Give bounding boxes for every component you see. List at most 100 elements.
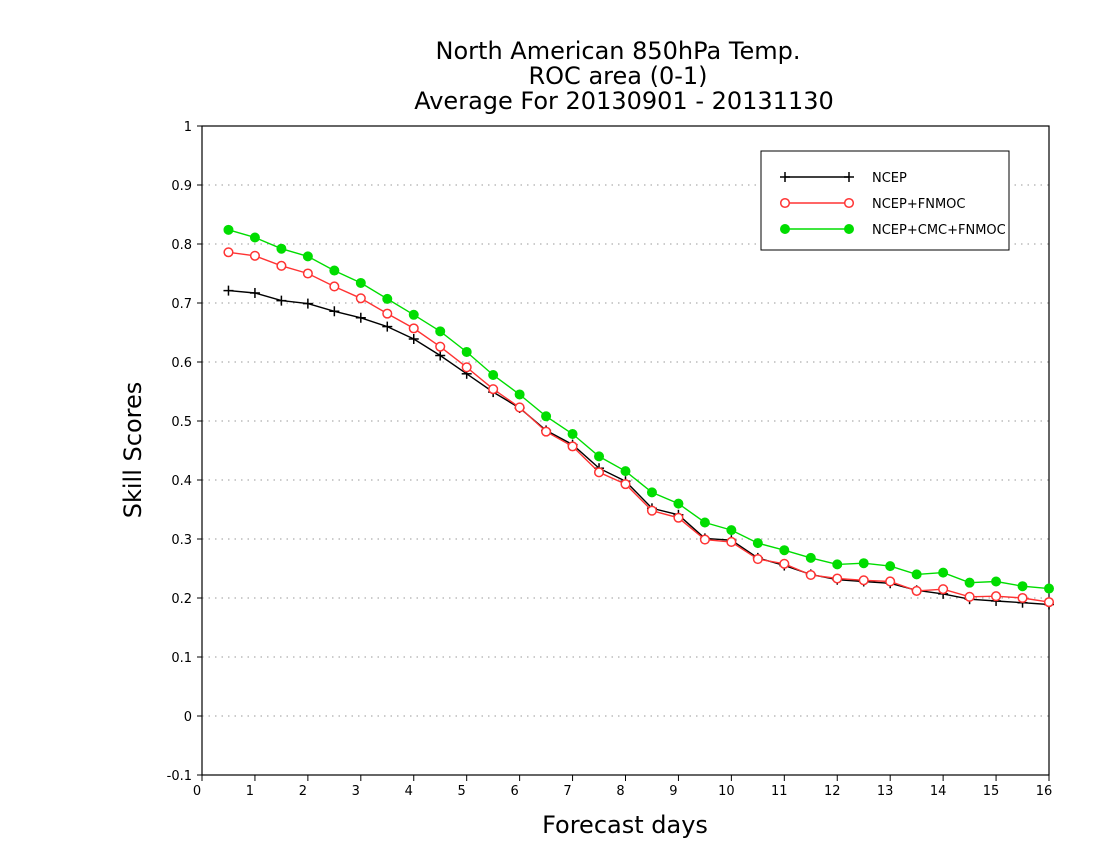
data-point	[541, 426, 552, 437]
chart-title: North American 850hPa Temp. ROC area (0-…	[414, 37, 834, 115]
data-point	[488, 384, 499, 395]
legend: NCEP NCEP+FNMOC NCEP+CMC+FNMOC	[760, 150, 1010, 251]
data-point	[276, 260, 287, 271]
data-point	[223, 285, 234, 296]
data-point	[593, 467, 605, 478]
y-tick-label: 0.3	[171, 533, 192, 548]
y-tick-label: 0.6	[171, 356, 192, 371]
y-axis-label: Skill Scores	[119, 382, 147, 519]
x-axis-label: Forecast days	[542, 811, 708, 839]
data-point	[858, 575, 869, 586]
data-point	[646, 505, 658, 516]
data-point	[726, 525, 737, 536]
data-point	[302, 268, 313, 279]
x-tick-label: 14	[930, 784, 947, 799]
y-tick-label: -0.1	[167, 769, 192, 784]
data-point	[488, 369, 499, 380]
data-point	[752, 538, 763, 549]
data-point	[805, 569, 816, 581]
legend-label: NCEP	[872, 171, 907, 186]
title-line-1: North American 850hPa Temp.	[436, 37, 801, 65]
x-tick-label: 6	[510, 784, 518, 799]
data-point	[514, 389, 525, 400]
data-point	[567, 428, 578, 439]
x-tick-label: 12	[824, 784, 841, 799]
data-point	[832, 559, 843, 570]
series-line	[228, 289, 1050, 606]
data-point	[699, 517, 710, 528]
data-point	[911, 585, 922, 596]
data-point	[858, 558, 869, 569]
data-point	[249, 287, 260, 298]
data-point	[567, 441, 578, 452]
legend-box	[760, 150, 1010, 251]
data-point	[991, 576, 1002, 587]
data-point	[1043, 597, 1055, 608]
data-point	[302, 251, 313, 262]
series-layer	[223, 224, 1055, 610]
title-line-2: ROC area (0-1)	[528, 62, 707, 90]
plot-frame	[201, 125, 1050, 776]
data-point	[885, 561, 896, 572]
legend-marker	[843, 197, 855, 209]
data-point	[964, 577, 975, 588]
x-tick-label: 2	[299, 784, 307, 799]
data-point	[752, 554, 763, 565]
y-tick-label: 0.7	[171, 297, 192, 312]
data-point	[885, 576, 896, 587]
data-point	[938, 584, 949, 595]
data-point	[805, 552, 816, 563]
x-tick-label: 15	[983, 784, 1000, 799]
x-tick-label: 10	[718, 784, 735, 799]
legend-marker	[844, 223, 855, 234]
y-tick-label: 0.4	[171, 474, 192, 489]
x-tick-label: 13	[877, 784, 894, 799]
data-point	[620, 479, 631, 490]
data-point	[382, 321, 393, 332]
data-point	[302, 298, 313, 309]
legend-item: NCEP	[780, 171, 907, 186]
data-point	[726, 536, 737, 548]
x-tick-label: 5	[458, 784, 466, 799]
y-tick-label: 1	[184, 120, 192, 135]
legend-marker	[779, 197, 791, 209]
legend-label: NCEP+FNMOC	[872, 197, 965, 212]
data-point	[355, 277, 366, 288]
data-point	[355, 312, 366, 323]
data-point	[435, 341, 446, 352]
data-point	[699, 534, 710, 545]
data-point	[514, 402, 525, 413]
y-tick-label: 0.9	[171, 179, 192, 194]
data-point	[249, 232, 260, 243]
data-point	[408, 309, 419, 320]
legend-label: NCEP+CMC+FNMOC	[872, 223, 1006, 238]
legend-item: NCEP+CMC+FNMOC	[780, 223, 1006, 238]
data-point	[329, 265, 340, 276]
legend-marker	[780, 223, 791, 234]
x-tick-label: 9	[669, 784, 677, 799]
data-point	[911, 569, 922, 580]
data-point	[223, 224, 234, 235]
y-tick-label: 0	[184, 710, 192, 725]
data-point	[779, 545, 790, 556]
data-point	[355, 293, 366, 304]
data-point	[329, 281, 340, 292]
data-point	[964, 591, 975, 602]
series-ncep	[223, 285, 1054, 610]
data-point	[541, 411, 552, 422]
data-point	[408, 323, 419, 334]
y-tick-label: 0.8	[171, 238, 192, 253]
data-point	[1017, 592, 1028, 604]
data-point	[435, 326, 446, 337]
data-point	[779, 558, 790, 569]
data-point	[276, 295, 287, 306]
series-line	[228, 251, 1050, 603]
legend-marker	[844, 172, 854, 182]
series-ncep-cmc-fnmoc	[223, 224, 1055, 594]
data-point	[938, 567, 949, 578]
x-tick-label: 16	[1036, 784, 1053, 799]
data-point	[620, 466, 631, 477]
x-tick-label: 3	[352, 784, 360, 799]
data-point	[408, 333, 419, 344]
data-point	[382, 293, 393, 304]
